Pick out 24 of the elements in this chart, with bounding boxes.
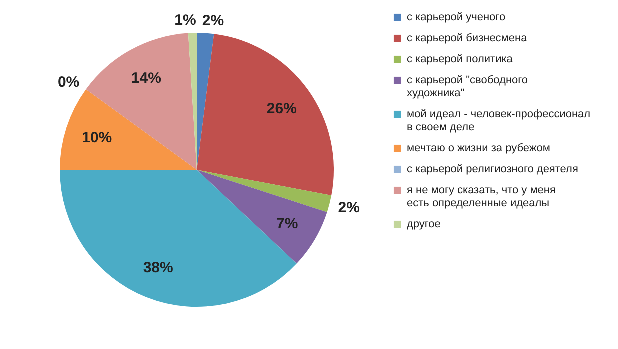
data-label: 38% [143, 260, 174, 277]
legend-label: я не могу сказать, что у меня есть определенные идеалы [407, 184, 556, 210]
legend-label: другое [407, 218, 441, 230]
legend-label: мечтаю о жизни за рубежом [407, 142, 550, 154]
data-label: 7% [276, 215, 298, 232]
data-label: 14% [131, 70, 162, 87]
data-label: 2% [338, 199, 360, 216]
pie-slice [60, 170, 297, 307]
legend-label: мой идеал - человек-профессионал в своем деле [407, 108, 591, 134]
legend-label: с карьерой бизнесмена [407, 32, 528, 44]
data-label: 2% [202, 12, 224, 30]
data-label: 10% [82, 130, 112, 147]
data-label: 1% [174, 12, 196, 30]
text: 0% [58, 74, 80, 91]
data-label: 26% [266, 100, 297, 118]
pie-slice [60, 89, 197, 170]
pie-slice [197, 33, 214, 170]
legend-label: с карьерой ученого [407, 12, 506, 24]
legend-label: с карьерой религиозного деятеля [407, 164, 578, 176]
pie-slice [197, 170, 328, 264]
legend-label: с карьерой "свободного художника" [407, 74, 528, 100]
pie-slice [197, 34, 334, 196]
pie-slice [197, 170, 332, 212]
legend-label: с карьерой политика [407, 54, 514, 66]
